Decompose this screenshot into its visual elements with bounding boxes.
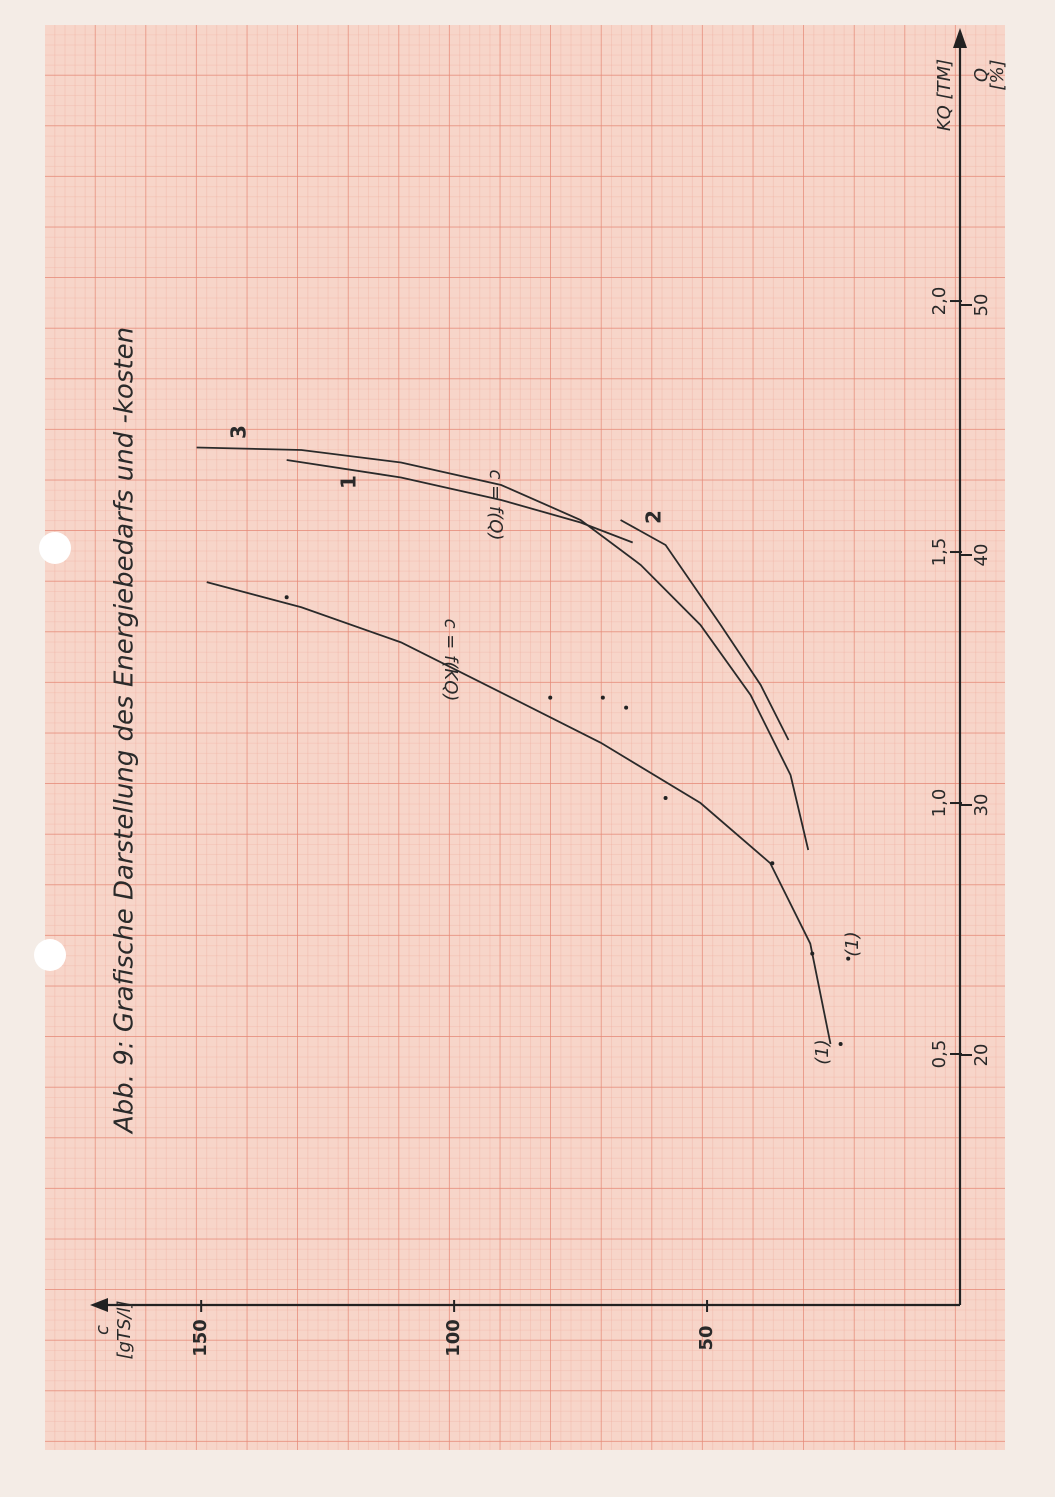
x2-tick-label: 30 bbox=[971, 794, 992, 817]
x-tick-label: 1,0 bbox=[929, 789, 950, 818]
chart: Abb. 9: Grafische Darstellung des Energi… bbox=[0, 0, 1055, 1497]
measured-point bbox=[601, 696, 605, 700]
y-tick-label: 150 bbox=[190, 1319, 211, 1357]
curve-label: 2 bbox=[642, 510, 666, 524]
curve-label: 3 bbox=[227, 425, 251, 439]
x2-tick-label: 20 bbox=[971, 1044, 992, 1067]
y-tick-label: 50 bbox=[696, 1325, 717, 1350]
measured-point bbox=[548, 696, 552, 700]
curve-label: 1 bbox=[337, 475, 361, 489]
x-tick-label: 0,5 bbox=[929, 1040, 950, 1069]
grid bbox=[45, 25, 1005, 1450]
punch-hole bbox=[34, 939, 66, 971]
y-axis-label: c bbox=[92, 1325, 113, 1335]
measured-point bbox=[664, 796, 668, 800]
measured-point bbox=[770, 861, 774, 865]
annotation: (1) bbox=[842, 931, 863, 957]
x2-axis-label: [%] bbox=[987, 59, 1008, 90]
y-tick-label: 100 bbox=[443, 1319, 464, 1357]
annotation: c = f(Q) bbox=[485, 470, 506, 541]
x-tick-label: 1,5 bbox=[929, 538, 950, 567]
measured-point bbox=[810, 952, 814, 956]
measured-point bbox=[285, 595, 289, 599]
x2-tick-label: 40 bbox=[971, 544, 992, 567]
measured-point bbox=[624, 706, 628, 710]
x-axis-label: KQ [TM] bbox=[934, 59, 955, 131]
x-tick-label: 2,0 bbox=[929, 287, 950, 316]
y-axis-label: [gTS/l] bbox=[114, 1301, 135, 1360]
annotation: (1) bbox=[812, 1039, 833, 1065]
chart-title: Abb. 9: Grafische Darstellung des Energi… bbox=[110, 327, 140, 1135]
measured-point bbox=[839, 1042, 843, 1046]
punch-hole bbox=[39, 532, 71, 564]
annotation: c = f(KQ) bbox=[440, 619, 461, 702]
x2-tick-label: 50 bbox=[971, 294, 992, 317]
